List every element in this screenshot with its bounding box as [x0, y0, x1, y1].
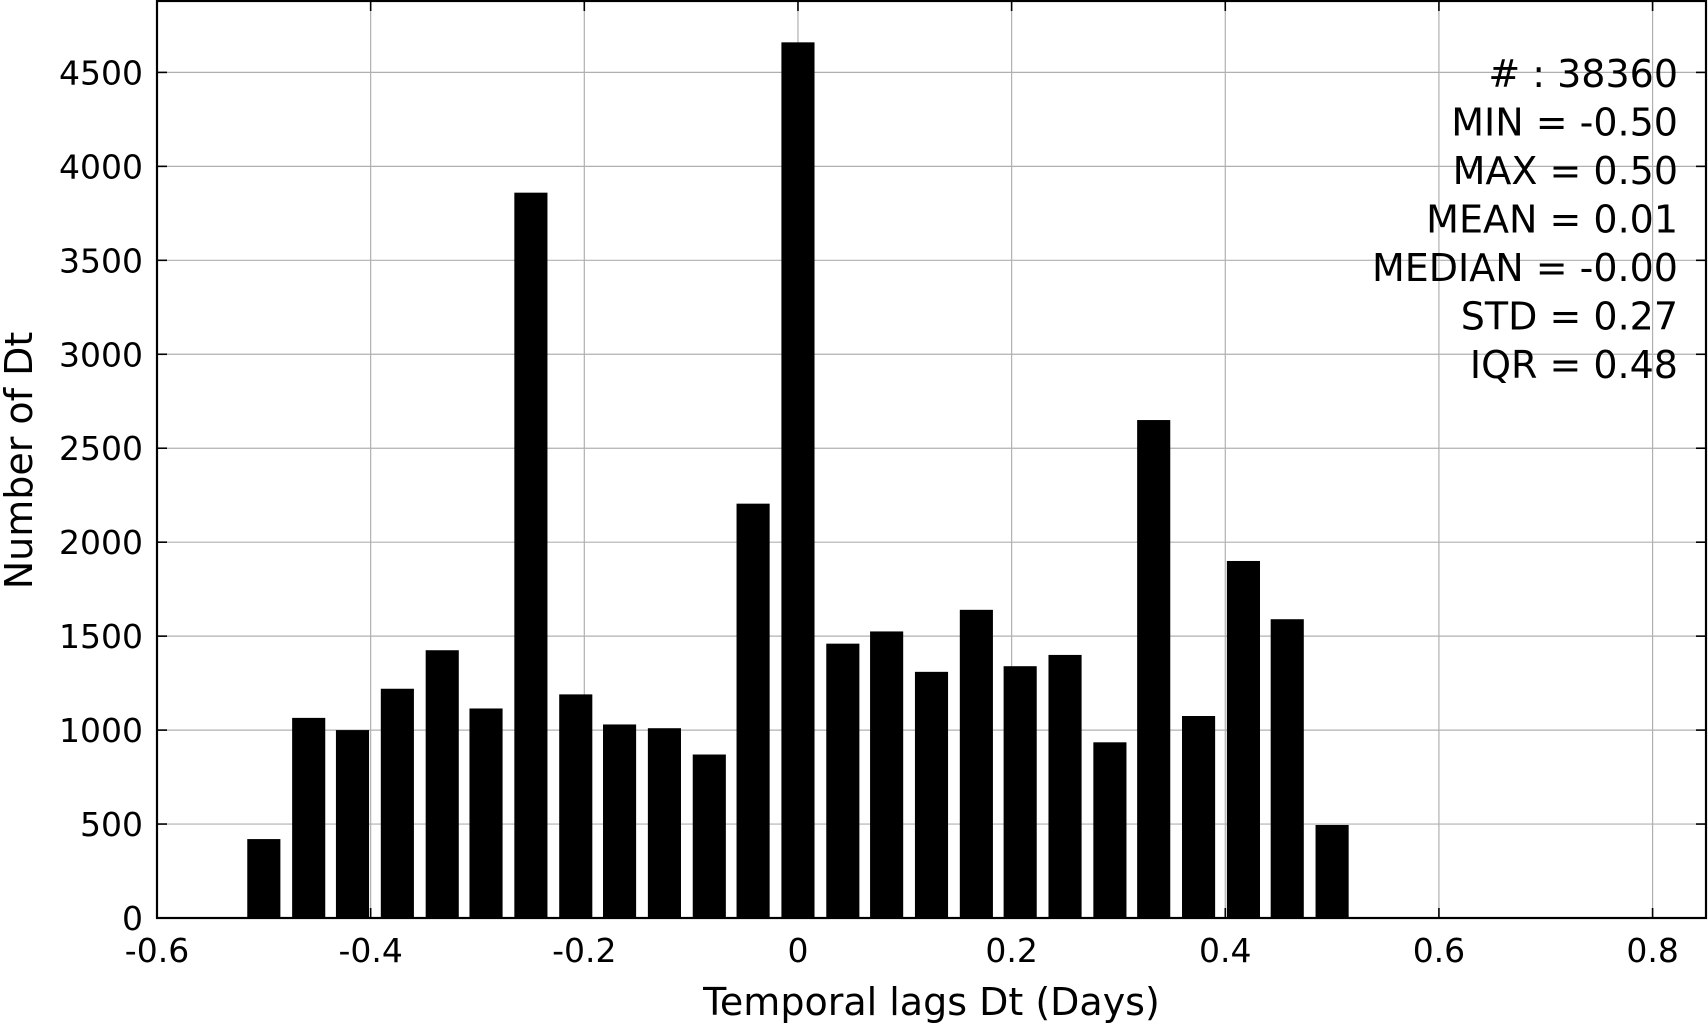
bar	[335, 730, 370, 918]
x-tick-label: -0.4	[338, 931, 402, 970]
bar	[603, 724, 637, 918]
bar	[870, 631, 904, 918]
bar	[647, 728, 681, 918]
bar	[425, 650, 459, 918]
bar	[1182, 715, 1216, 918]
y-tick-label: 0	[122, 899, 143, 938]
bar	[1093, 742, 1127, 918]
bar	[1048, 654, 1082, 918]
bar	[380, 688, 414, 918]
x-tick-label: 0.6	[1413, 931, 1465, 970]
plot-area-frame	[155, 0, 1708, 920]
bar	[1270, 619, 1304, 918]
stat-line: MAX = 0.50	[1453, 149, 1678, 193]
x-tick-label: 0.4	[1199, 931, 1251, 970]
bar	[1315, 824, 1349, 918]
x-tick-label: 0.2	[985, 931, 1037, 970]
x-tick-label: 0	[787, 931, 808, 970]
bar	[292, 717, 326, 918]
bar	[692, 754, 726, 918]
y-tick-label: 4500	[59, 53, 143, 92]
bar	[469, 708, 503, 918]
axis-ticks	[156, 1, 1706, 919]
x-axis-tick-labels: -0.6 -0.4 -0.2 0 0.2 0.4 0.6 0.8	[125, 931, 1679, 970]
y-tick-label: 500	[80, 805, 143, 844]
x-axis-label: Temporal lags Dt (Days)	[702, 980, 1160, 1024]
bar	[514, 192, 548, 918]
stat-line: STD = 0.27	[1461, 295, 1678, 339]
bars	[247, 42, 1349, 919]
stat-line: IQR = 0.48	[1470, 343, 1678, 387]
bar	[1226, 560, 1260, 918]
y-tick-label: 2500	[59, 429, 143, 468]
stat-line: MEDIAN = -0.00	[1372, 246, 1678, 290]
bar	[914, 671, 949, 918]
bar	[959, 609, 993, 918]
bar	[826, 643, 860, 918]
x-tick-label: -0.6	[125, 931, 189, 970]
bar	[1003, 666, 1037, 918]
bar	[559, 694, 593, 918]
bar	[781, 42, 815, 919]
y-tick-label: 1000	[59, 711, 143, 750]
y-axis-label: Number of Dt	[0, 332, 41, 590]
y-tick-label: 4000	[59, 147, 143, 186]
stat-line: MIN = -0.50	[1451, 101, 1678, 145]
y-tick-label: 1500	[59, 617, 143, 656]
stat-line: # : 38360	[1488, 52, 1678, 96]
y-tick-label: 2000	[59, 523, 143, 562]
bar	[247, 839, 281, 918]
y-tick-label: 3500	[59, 241, 143, 280]
stat-line: MEAN = 0.01	[1426, 198, 1678, 242]
x-tick-label: 0.8	[1626, 931, 1678, 970]
y-tick-label: 3000	[59, 335, 143, 374]
y-axis-tick-labels: 0 500 1000 1500 2000 2500 3000 3500 4000 4500	[59, 53, 143, 938]
bar	[1137, 420, 1171, 918]
bar	[736, 503, 770, 918]
x-tick-label: -0.2	[552, 931, 616, 970]
